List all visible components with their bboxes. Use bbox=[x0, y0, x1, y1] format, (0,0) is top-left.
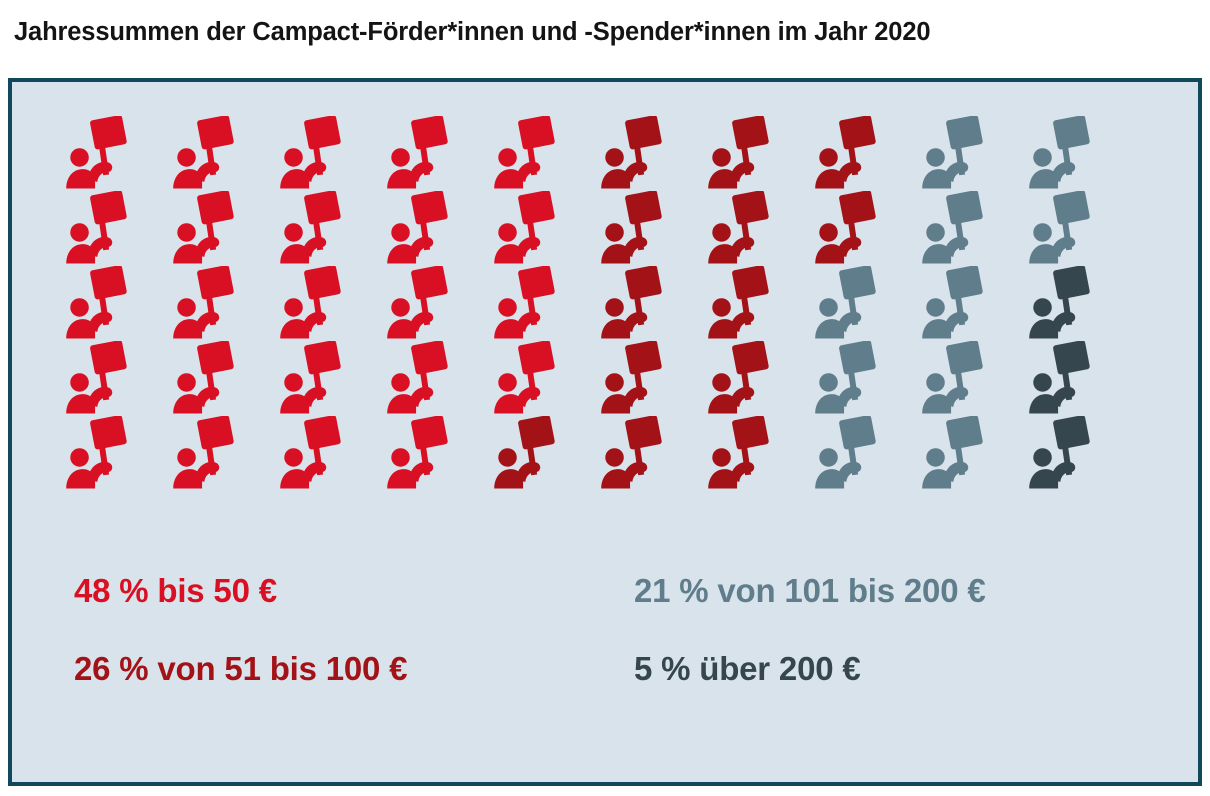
protester-with-sign-icon bbox=[492, 191, 566, 265]
protester-with-sign-icon bbox=[920, 266, 994, 340]
protester-with-sign-icon bbox=[920, 341, 994, 415]
protester-with-sign-icon bbox=[492, 266, 566, 340]
protester-with-sign-icon bbox=[813, 341, 887, 415]
protester-with-sign-icon bbox=[64, 116, 138, 190]
protester-with-sign-icon bbox=[171, 341, 245, 415]
protester-with-sign-icon bbox=[920, 116, 994, 190]
protester-with-sign-icon bbox=[706, 191, 780, 265]
protester-with-sign-icon bbox=[599, 116, 673, 190]
protester-with-sign-icon bbox=[64, 191, 138, 265]
protester-with-sign-icon bbox=[492, 116, 566, 190]
protester-with-sign-icon bbox=[278, 266, 352, 340]
protester-with-sign-icon bbox=[278, 416, 352, 490]
protester-with-sign-icon bbox=[599, 266, 673, 340]
protester-with-sign-icon bbox=[813, 116, 887, 190]
protester-with-sign-icon bbox=[171, 191, 245, 265]
legend-item-51-bis-100: 26 % von 51 bis 100 € bbox=[74, 650, 408, 687]
protester-with-sign-icon bbox=[278, 191, 352, 265]
protester-with-sign-icon bbox=[1027, 416, 1101, 490]
protester-with-sign-icon bbox=[278, 341, 352, 415]
protester-with-sign-icon bbox=[813, 191, 887, 265]
protester-with-sign-icon bbox=[813, 416, 887, 490]
protester-with-sign-icon bbox=[920, 416, 994, 490]
legend-item-101-bis-200: 21 % von 101 bis 200 € bbox=[634, 572, 986, 609]
protester-with-sign-icon bbox=[64, 266, 138, 340]
protester-with-sign-icon bbox=[385, 116, 459, 190]
protester-with-sign-icon bbox=[706, 116, 780, 190]
protester-with-sign-icon bbox=[171, 116, 245, 190]
protester-with-sign-icon bbox=[385, 191, 459, 265]
protester-with-sign-icon bbox=[599, 341, 673, 415]
protester-with-sign-icon bbox=[706, 416, 780, 490]
protester-with-sign-icon bbox=[1027, 266, 1101, 340]
protester-with-sign-icon bbox=[64, 341, 138, 415]
protester-with-sign-icon bbox=[278, 116, 352, 190]
chart-panel: 48 % bis 50 € 26 % von 51 bis 100 € 21 %… bbox=[8, 78, 1202, 786]
protester-with-sign-icon bbox=[171, 416, 245, 490]
protester-with-sign-icon bbox=[920, 191, 994, 265]
legend-item-ueber-200: 5 % über 200 € bbox=[634, 650, 861, 687]
protester-with-sign-icon bbox=[1027, 341, 1101, 415]
protester-with-sign-icon bbox=[1027, 191, 1101, 265]
pictogram-grid bbox=[64, 116, 1144, 516]
protester-with-sign-icon bbox=[171, 266, 245, 340]
protester-with-sign-icon bbox=[492, 416, 566, 490]
protester-with-sign-icon bbox=[706, 266, 780, 340]
chart-legend: 48 % bis 50 € 26 % von 51 bis 100 € 21 %… bbox=[64, 572, 1154, 712]
protester-with-sign-icon bbox=[813, 266, 887, 340]
page-title: Jahressummen der Campact-Förder*innen un… bbox=[14, 18, 931, 46]
protester-with-sign-icon bbox=[599, 191, 673, 265]
protester-with-sign-icon bbox=[599, 416, 673, 490]
protester-with-sign-icon bbox=[492, 341, 566, 415]
legend-item-bis-50: 48 % bis 50 € bbox=[74, 572, 277, 609]
protester-with-sign-icon bbox=[385, 266, 459, 340]
protester-with-sign-icon bbox=[385, 416, 459, 490]
protester-with-sign-icon bbox=[1027, 116, 1101, 190]
protester-with-sign-icon bbox=[64, 416, 138, 490]
protester-with-sign-icon bbox=[385, 341, 459, 415]
protester-with-sign-icon bbox=[706, 341, 780, 415]
